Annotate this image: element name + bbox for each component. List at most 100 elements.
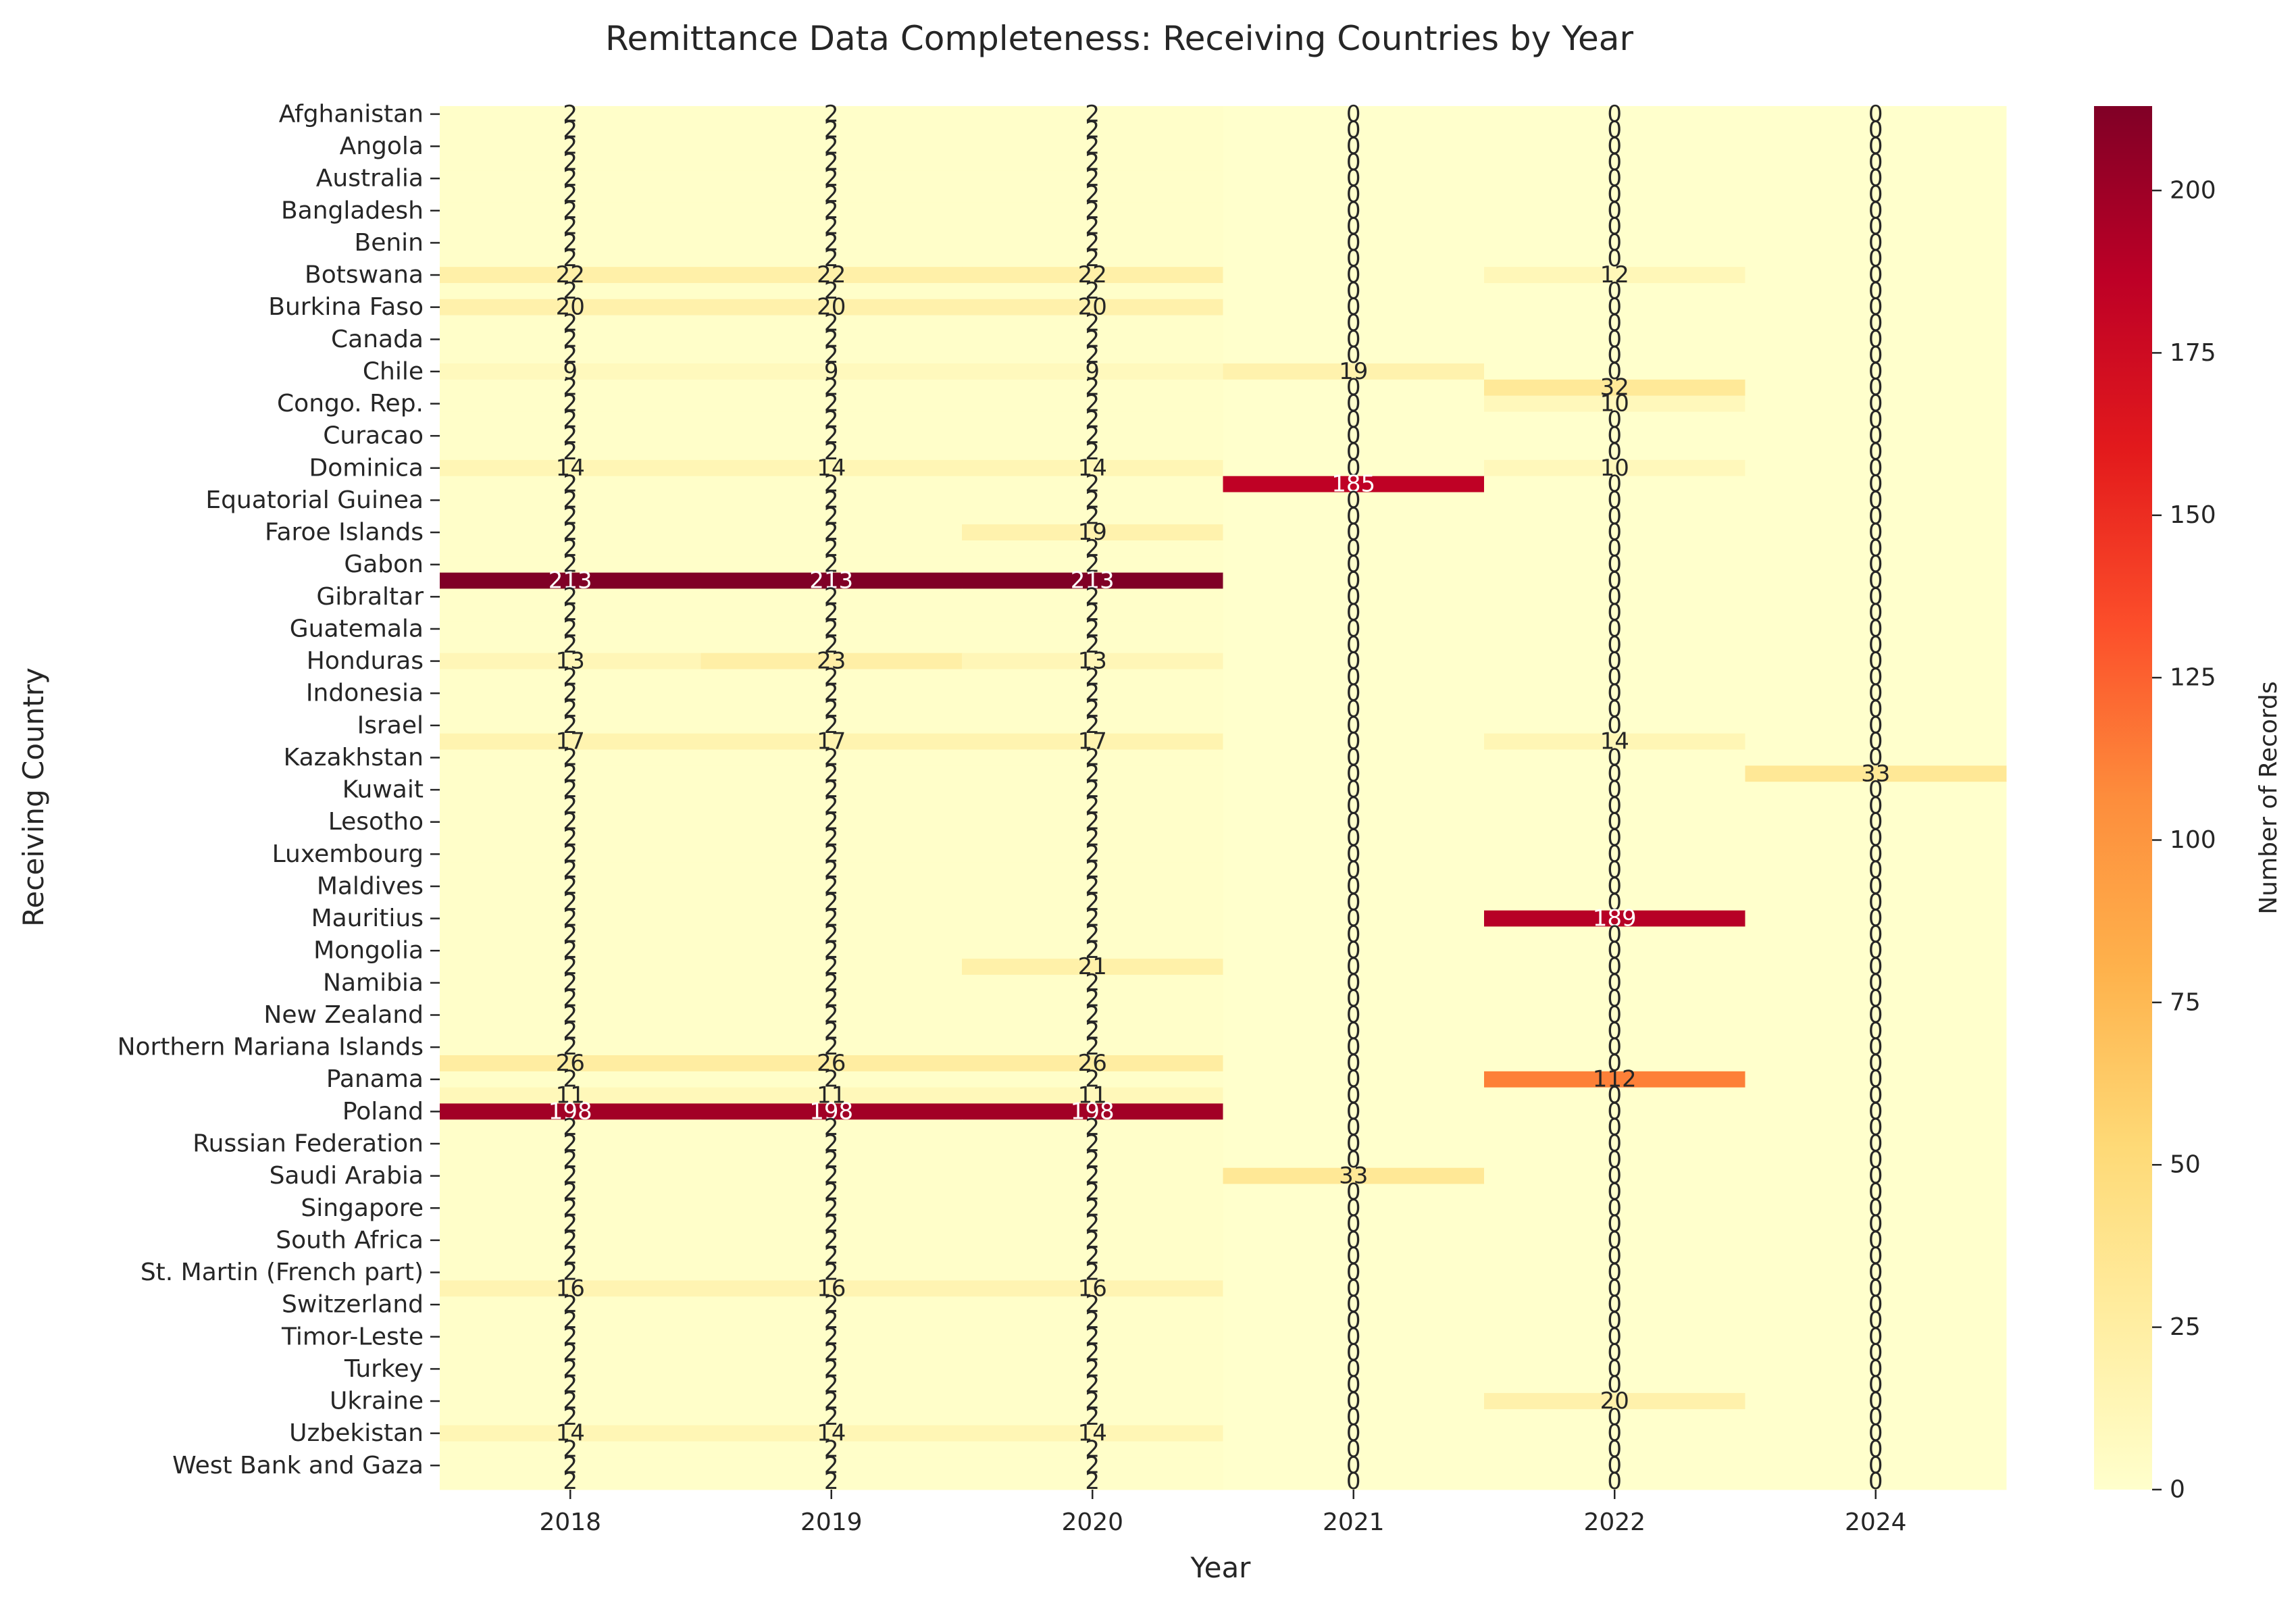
heatmap-cell bbox=[700, 701, 963, 718]
cell-value-label: 0 bbox=[1607, 760, 1622, 787]
cell-value-label: 0 bbox=[1607, 1114, 1622, 1141]
cell-value-label: 2 bbox=[563, 1340, 578, 1367]
heatmap-cell bbox=[700, 798, 963, 815]
cell-value-label: 23 bbox=[817, 648, 846, 675]
cell-value-label: 0 bbox=[1346, 825, 1361, 852]
cell-value-label: 2 bbox=[1085, 1355, 1100, 1382]
cell-value-label: 0 bbox=[1607, 1082, 1622, 1109]
heatmap-cell bbox=[962, 1393, 1223, 1410]
heatmap-cell bbox=[1745, 1457, 2007, 1474]
cell-value-label: 2 bbox=[563, 197, 578, 224]
cell-value-label: 0 bbox=[1607, 133, 1622, 160]
heatmap-cell bbox=[440, 1248, 701, 1265]
cell-value-label: 0 bbox=[1607, 567, 1622, 594]
cell-value-label: 0 bbox=[1868, 422, 1883, 449]
heatmap-cell bbox=[700, 959, 963, 975]
heatmap-cell bbox=[440, 1425, 701, 1442]
heatmap-cell bbox=[1745, 1328, 2007, 1346]
cell-value-label: 2 bbox=[1085, 181, 1100, 208]
cell-value-label: 2 bbox=[563, 1307, 578, 1334]
heatmap-cell bbox=[440, 910, 701, 928]
cell-value-label: 0 bbox=[1346, 696, 1361, 723]
heatmap-cell bbox=[962, 106, 1223, 123]
cell-value-label: 0 bbox=[1607, 503, 1622, 530]
cell-value-label: 2 bbox=[824, 840, 839, 867]
y-tick-label: Botswana bbox=[305, 261, 424, 289]
heatmap-cell bbox=[1223, 1184, 1485, 1200]
cell-value-label: 0 bbox=[1346, 1178, 1361, 1205]
cell-value-label: 0 bbox=[1868, 1468, 1883, 1495]
cell-value-label: 0 bbox=[1868, 889, 1883, 916]
cell-value-label: 9 bbox=[1085, 358, 1100, 385]
heatmap-cell bbox=[1745, 170, 2007, 187]
heatmap-cell bbox=[1223, 508, 1485, 525]
y-tick-label: Benin bbox=[355, 229, 424, 257]
cell-value-label: 2 bbox=[563, 213, 578, 240]
heatmap-cell bbox=[1745, 669, 2007, 686]
heatmap-cell bbox=[1745, 1103, 2007, 1120]
heatmap-cell bbox=[1484, 1151, 1745, 1169]
y-tick-label: Uzbekistan bbox=[289, 1419, 424, 1447]
y-tick-label: Saudi Arabia bbox=[270, 1162, 424, 1190]
heatmap-cell bbox=[1484, 1313, 1745, 1329]
heatmap-cell bbox=[1484, 267, 1745, 284]
cell-value-label: 0 bbox=[1346, 663, 1361, 690]
heatmap-cell bbox=[1223, 1055, 1485, 1072]
heatmap-cell bbox=[962, 556, 1223, 574]
heatmap-cell bbox=[1484, 572, 1745, 589]
cell-value-label: 0 bbox=[1868, 1307, 1883, 1334]
cell-value-label: 0 bbox=[1868, 1227, 1883, 1254]
cell-value-label: 0 bbox=[1607, 696, 1622, 723]
cell-value-label: 0 bbox=[1607, 873, 1622, 900]
heatmap-cell bbox=[962, 524, 1223, 541]
cell-value-label: 0 bbox=[1868, 792, 1883, 819]
heatmap-cell bbox=[962, 1200, 1223, 1217]
heatmap-cell-labels: 2 2 2 0 0 02 2 2 0 0 02 2 2 0 0 02 2 2 0 0 02 2 2 0 0 02 2 2 0 0 02 2 2 0… bbox=[549, 101, 1891, 1495]
cell-value-label: 2 bbox=[563, 309, 578, 336]
heatmap-cell bbox=[1223, 572, 1485, 589]
heatmap-cell bbox=[1745, 379, 2007, 397]
heatmap-cell bbox=[1745, 749, 2007, 766]
cell-value-label: 2 bbox=[563, 1259, 578, 1286]
cell-value-label: 2 bbox=[563, 1163, 578, 1190]
cell-value-label: 0 bbox=[1868, 696, 1883, 723]
heatmap-cell bbox=[1484, 846, 1745, 863]
cell-value-label: 2 bbox=[563, 503, 578, 530]
cell-value-label: 2 bbox=[563, 535, 578, 562]
heatmap-cell bbox=[700, 1200, 963, 1217]
heatmap-cell bbox=[962, 1409, 1223, 1426]
cell-value-label: 16 bbox=[1078, 1275, 1107, 1302]
colorbar-tick-label: 125 bbox=[2170, 664, 2216, 692]
heatmap-cell bbox=[440, 1087, 701, 1104]
heatmap-cell bbox=[700, 234, 963, 251]
heatmap-cell bbox=[700, 1409, 963, 1426]
cell-value-label: 0 bbox=[1346, 1468, 1361, 1495]
heatmap-cell bbox=[1484, 1232, 1745, 1249]
cell-value-label: 2 bbox=[1085, 326, 1100, 353]
heatmap-cell bbox=[1745, 621, 2007, 638]
cell-value-label: 2 bbox=[824, 921, 839, 948]
cell-value-label: 0 bbox=[1346, 1050, 1361, 1077]
cell-value-label: 2 bbox=[1085, 1163, 1100, 1190]
heatmap-cell bbox=[962, 1264, 1223, 1281]
heatmap-cell bbox=[1484, 1328, 1745, 1346]
cell-value-label: 2 bbox=[824, 278, 839, 305]
cell-value-label: 2 bbox=[563, 1243, 578, 1270]
cell-value-label: 0 bbox=[1346, 744, 1361, 771]
cell-value-label: 2 bbox=[563, 599, 578, 626]
cell-value-label: 2 bbox=[1085, 422, 1100, 449]
heatmap-cell bbox=[440, 685, 701, 702]
cell-value-label: 0 bbox=[1607, 825, 1622, 852]
cell-value-label: 0 bbox=[1346, 133, 1361, 160]
heatmap-cell bbox=[962, 122, 1223, 139]
cell-value-label: 0 bbox=[1607, 519, 1622, 546]
heatmap-cell bbox=[1223, 669, 1485, 686]
cell-value-label: 2 bbox=[1085, 535, 1100, 562]
cell-value-label: 2 bbox=[824, 1291, 839, 1318]
cell-value-label: 2 bbox=[563, 1323, 578, 1350]
heatmap-cell bbox=[1484, 1473, 1745, 1490]
cell-value-label: 0 bbox=[1607, 615, 1622, 642]
cell-value-label: 2 bbox=[563, 551, 578, 578]
heatmap-cell bbox=[1484, 717, 1745, 734]
heatmap-cell bbox=[1484, 1184, 1745, 1200]
